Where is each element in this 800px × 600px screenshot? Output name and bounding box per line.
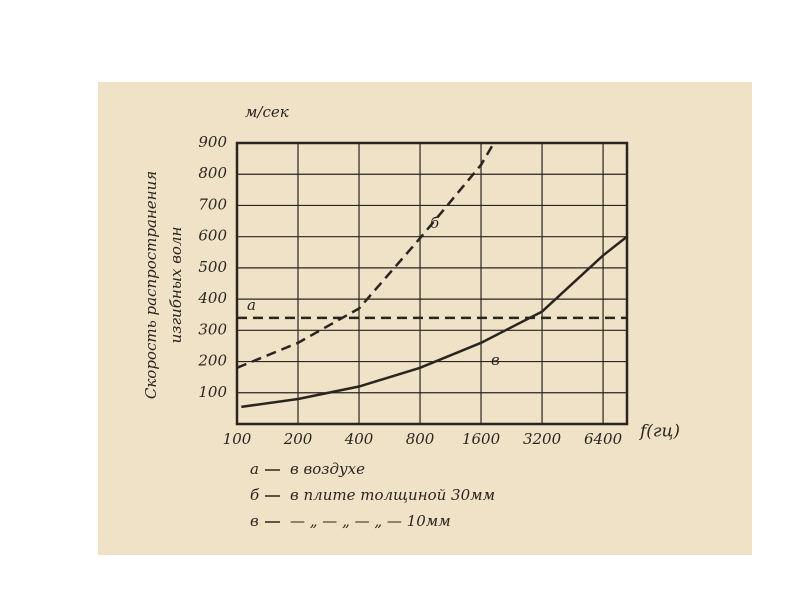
y-tick-label: 400 <box>197 289 227 307</box>
legend-key: а <box>250 460 259 478</box>
legend-text: в воздухе <box>290 460 365 478</box>
y-label: изгибных волн <box>167 227 185 344</box>
curve-label: в <box>491 351 500 369</box>
legend-key: в <box>250 512 259 530</box>
plot-frame <box>235 141 629 426</box>
x-tick-label: 200 <box>283 430 313 448</box>
y-tick-label: 500 <box>198 258 227 276</box>
y-tick-label: 100 <box>198 383 227 401</box>
x-tick-label: 6400 <box>584 430 623 448</box>
x-tick-label: 1600 <box>462 430 501 448</box>
y-unit: м/сек <box>245 103 289 121</box>
curve-label: а <box>247 296 256 314</box>
y-tick-label: 900 <box>198 133 227 151</box>
x-tick-label: 3200 <box>523 430 562 448</box>
curve-label: б <box>430 214 440 232</box>
y-tick-label: 300 <box>198 320 227 338</box>
legend-text: — „ — „ — „ — 10мм <box>290 512 451 530</box>
legend-key: б <box>250 486 260 504</box>
y-label: Скорость распространения <box>142 171 160 399</box>
series-line <box>236 142 495 369</box>
x-tick-label: 400 <box>344 430 374 448</box>
y-tick-label: 800 <box>198 164 227 182</box>
x-tick-label: 100 <box>223 430 252 448</box>
y-tick-label: 600 <box>198 227 227 245</box>
legend-text: в плите толщиной 30мм <box>290 486 495 504</box>
series-line <box>241 235 628 409</box>
y-tick-label: 700 <box>198 195 227 213</box>
x-label: f(гц) <box>638 422 680 442</box>
scan-background <box>98 82 752 555</box>
x-tick-label: 800 <box>406 430 435 448</box>
y-tick-label: 200 <box>197 352 227 370</box>
